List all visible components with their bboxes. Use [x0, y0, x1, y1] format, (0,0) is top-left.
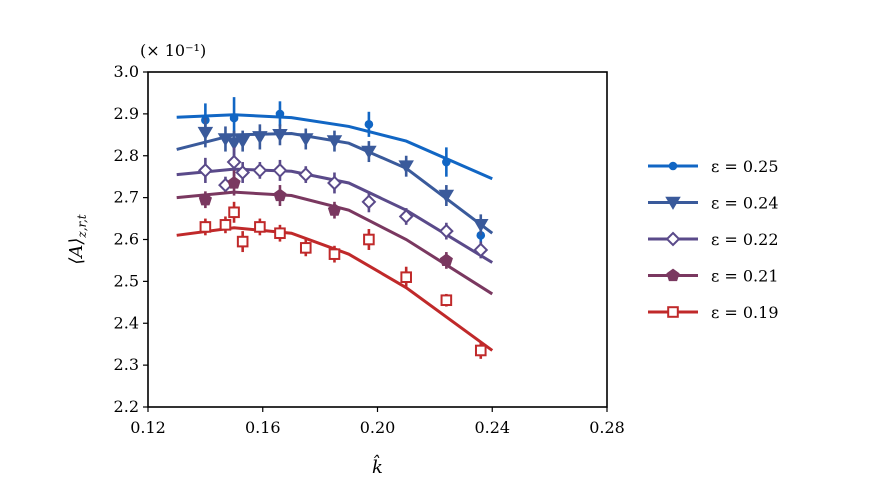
series-2: [176, 147, 494, 264]
y-tick-label: 2.8: [114, 146, 139, 165]
fit-line: [176, 167, 494, 264]
y-tick-label: 2.9: [114, 104, 139, 123]
legend-entry: ε = 0.24: [648, 194, 779, 213]
data-point: [236, 235, 249, 248]
legend-label: ε = 0.25: [711, 157, 779, 176]
data-point: [474, 344, 487, 357]
x-tick-label: 0.20: [360, 418, 396, 437]
data-point: [473, 242, 489, 258]
data-point: [364, 120, 374, 129]
x-axis-label: k̂: [372, 453, 383, 478]
data-point: [398, 209, 414, 224]
data-point: [398, 160, 414, 174]
data-point: [226, 154, 242, 170]
data-point: [327, 175, 342, 191]
legend-entry: ε = 0.25: [648, 157, 779, 176]
data-point: [229, 113, 239, 123]
data-point: [226, 137, 242, 151]
y-tick-label: 2.5: [114, 271, 139, 290]
data-point: [328, 248, 341, 260]
data-point: [438, 223, 454, 239]
series-4: [176, 201, 494, 359]
series-3: [176, 170, 494, 296]
y-tick-label: 2.7: [114, 188, 139, 207]
y-tick-label: 2.4: [114, 313, 139, 332]
data-point: [275, 109, 285, 119]
y-axis-label: ⟨A⟩z,r,t: [66, 214, 89, 264]
legend-label: ε = 0.22: [711, 230, 779, 249]
y-tick-label: 2.3: [114, 355, 139, 374]
data-point: [272, 129, 288, 143]
fit-line: [176, 190, 494, 296]
legend-entry: ε = 0.22: [648, 230, 779, 249]
data-point: [298, 133, 314, 147]
legend-marker: [666, 268, 680, 282]
data-point: [442, 157, 451, 167]
data-point: [197, 162, 213, 178]
x-tick-label: 0.24: [474, 418, 510, 437]
data-point: [234, 135, 251, 149]
plot-layer: [176, 97, 494, 359]
y-tick-label: 3.0: [114, 62, 139, 81]
legend-label: ε = 0.24: [711, 194, 779, 213]
data-point: [273, 188, 287, 202]
data-point: [227, 176, 241, 189]
data-point: [252, 162, 268, 178]
legend: ε = 0.25 ε = 0.24 ε = 0.22 ε = 0.21 ε = 0.19: [648, 157, 779, 322]
plot-frame: [147, 71, 608, 408]
data-point: [198, 192, 212, 206]
data-point: [274, 227, 286, 240]
data-point: [235, 165, 251, 180]
data-point: [400, 271, 412, 283]
data-point: [327, 203, 342, 216]
data-point: [439, 253, 453, 267]
data-point: [199, 221, 212, 233]
data-point: [228, 206, 240, 219]
data-point: [299, 242, 312, 254]
y-tick-label: 2.6: [114, 230, 139, 249]
data-point: [473, 219, 489, 233]
x-tick-label: 0.28: [589, 418, 625, 437]
fit-line: [176, 113, 493, 181]
series-1: [176, 118, 494, 236]
data-point: [252, 131, 268, 145]
data-point: [440, 294, 453, 307]
y-tick-label: 2.2: [114, 397, 139, 416]
data-point: [272, 162, 288, 178]
legend-entry: ε = 0.21: [648, 267, 779, 286]
data-point: [197, 126, 214, 141]
data-point: [438, 189, 455, 203]
legend-marker: [665, 231, 681, 247]
y-axis-label-sub: z,r,t: [75, 214, 89, 238]
x-tick-label: 0.12: [130, 418, 166, 437]
data-point: [219, 219, 232, 231]
y-axis-label-main: ⟨A⟩: [66, 238, 87, 265]
data-point: [361, 145, 377, 159]
data-point: [326, 135, 343, 149]
legend-label: ε = 0.21: [711, 267, 779, 286]
x-tick-label: 0.16: [245, 418, 281, 437]
axes-layer: 0.12 0.16 0.20 0.24 0.28 2.2 2.3 2.4 2.5 2.6 2.7 2.…: [114, 62, 625, 437]
data-point: [361, 194, 377, 210]
data-point: [363, 233, 375, 246]
legend-label: ε = 0.19: [711, 303, 779, 322]
y-multiplier-label: (× 10⁻¹): [140, 41, 206, 60]
data-point: [254, 221, 266, 233]
data-point: [298, 167, 314, 183]
legend-entry: ε = 0.19: [648, 303, 779, 322]
legend-marker: [667, 306, 679, 318]
legend-marker: [668, 161, 678, 171]
legend-marker: [665, 196, 681, 210]
